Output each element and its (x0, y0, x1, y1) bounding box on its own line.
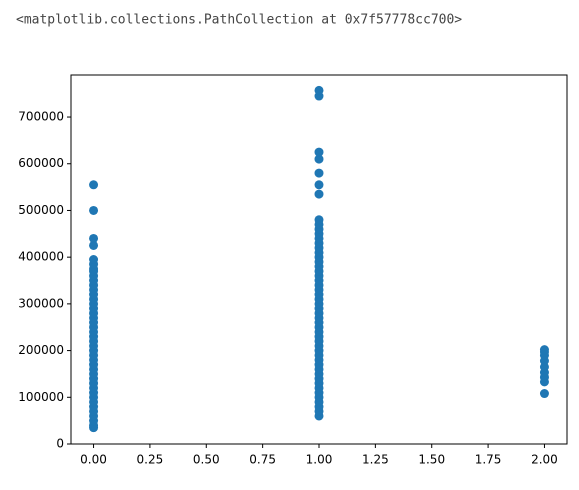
point (314, 154, 324, 164)
plot: 0.00 0.25 0.50 0.75 1.00 1.25 1.50 1.75 2.00 0 100… (18, 85, 558, 467)
y-tick-label: 300000 (18, 296, 64, 310)
point (89, 255, 99, 264)
point (314, 180, 324, 190)
y-tick-label: 100000 (18, 390, 64, 404)
x-tick-label: 0.25 (137, 453, 164, 467)
axes-frame (70, 74, 568, 445)
y-tick-label: 0 (56, 437, 64, 451)
point (314, 215, 324, 225)
y-tick-label: 500000 (18, 203, 64, 217)
x-tick-label: 1.25 (362, 453, 389, 467)
y-tick-label: 400000 (18, 250, 64, 264)
x-tick-label: 0.75 (249, 453, 276, 467)
point (314, 189, 324, 199)
x-tick-label: 1.00 (306, 453, 333, 467)
x-tick-label: 0.50 (193, 453, 220, 467)
point (89, 240, 99, 250)
y-tick-label: 600000 (18, 156, 64, 170)
x-tick-label: 1.75 (475, 453, 502, 467)
x-tick-label: 1.50 (418, 453, 445, 467)
point (314, 168, 324, 178)
point (314, 147, 324, 157)
y-tick-label: 700000 (18, 110, 64, 124)
point (539, 345, 549, 355)
point (314, 85, 324, 95)
point (89, 233, 99, 243)
y-tick-label: 200000 (18, 343, 64, 357)
x-tick-label: 2.00 (531, 453, 558, 467)
point (539, 389, 549, 399)
point (89, 180, 99, 190)
point (89, 205, 99, 215)
x-tick-label: 0.00 (80, 453, 107, 467)
output-text: <matplotlib.collections.PathCollection a… (16, 13, 462, 28)
